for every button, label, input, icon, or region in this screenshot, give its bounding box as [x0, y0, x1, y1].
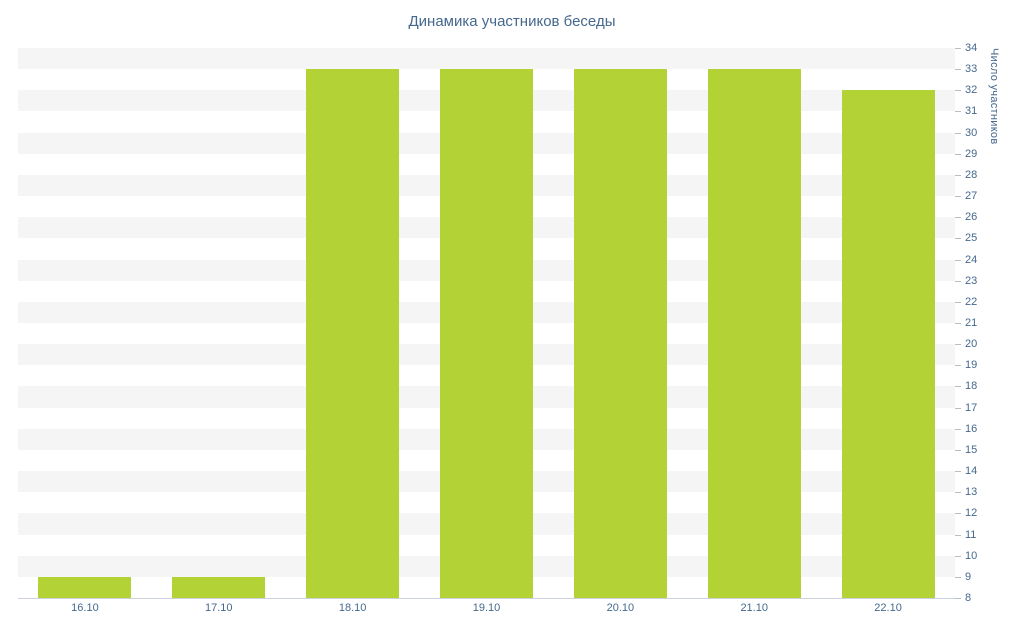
y-tick-label: 33: [965, 63, 978, 76]
y-tick-label: 9: [965, 570, 972, 583]
y-tick-label: 32: [965, 84, 978, 97]
bar-21.10: [707, 69, 801, 598]
y-tick: [955, 301, 961, 303]
y-tick: [955, 280, 961, 282]
y-tick-label: 34: [965, 42, 978, 54]
grid-band: [18, 48, 955, 70]
y-tick-label: 26: [965, 211, 978, 224]
y-tick-label: 17: [965, 401, 978, 414]
bar-20.10: [573, 69, 667, 598]
y-tick-label: 25: [965, 232, 978, 245]
y-tick: [955, 555, 961, 557]
y-tick: [955, 153, 961, 155]
y-tick: [955, 238, 961, 240]
y-tick: [955, 111, 961, 113]
y-axis-title: Число участников: [988, 48, 1000, 145]
y-tick-label: 19: [965, 359, 978, 372]
y-tick: [955, 132, 961, 134]
y-axis: 8 9 10 11 12 13 14 15 16 17 18 19 20 21 22 23 24 25 26 27 28…: [955, 42, 995, 604]
y-tick-label: 31: [965, 105, 978, 118]
y-tick: [955, 196, 961, 198]
y-tick-label: 23: [965, 274, 978, 287]
plot-area: [18, 48, 955, 599]
bar-16.10: [38, 576, 132, 598]
y-tick: [955, 365, 961, 367]
y-tick: [955, 259, 961, 261]
x-tick-label: 19.10: [472, 602, 501, 614]
x-tick-label: 16.10: [71, 602, 99, 614]
x-tick-label: 18.10: [338, 602, 367, 614]
y-tick-label: 27: [965, 190, 978, 203]
y-tick-label: 18: [965, 380, 978, 393]
y-tick-label: 8: [965, 592, 972, 604]
x-tick-label: 20.10: [606, 602, 635, 614]
y-tick-label: 20: [965, 338, 978, 351]
y-tick-label: 28: [965, 168, 978, 181]
chart-title: Динамика участников беседы: [408, 13, 616, 30]
y-tick-label: 16: [965, 422, 978, 435]
y-tick: [955, 407, 961, 409]
y-tick: [955, 513, 961, 515]
y-tick: [955, 492, 961, 494]
y-tick-label: 21: [965, 317, 978, 329]
y-tick-label: 11: [965, 528, 977, 541]
y-tick-label: 30: [965, 126, 978, 139]
bar-17.10: [172, 576, 266, 598]
y-tick: [955, 90, 961, 92]
y-tick-label: 12: [965, 507, 978, 520]
y-tick-label: 22: [965, 295, 978, 308]
y-tick: [955, 323, 961, 324]
y-tick: [955, 534, 961, 536]
y-tick: [955, 449, 961, 451]
y-tick: [955, 217, 961, 219]
y-tick-label: 10: [965, 549, 978, 562]
y-tick-label: 24: [965, 253, 978, 266]
y-tick: [955, 428, 961, 430]
y-tick-label: 14: [965, 465, 978, 478]
y-tick-label: 29: [965, 147, 978, 160]
bar-22.10: [841, 90, 935, 598]
y-tick: [955, 576, 961, 578]
bar-18.10: [306, 69, 400, 598]
bar-19.10: [440, 69, 533, 598]
y-tick: [955, 48, 961, 49]
x-axis: 16.10 17.10 18.10 19.10 20.10 21.10 22.10: [18, 602, 955, 618]
y-tick-label: 13: [965, 486, 978, 499]
x-tick-label: 21.10: [740, 602, 768, 614]
y-tick-label: 15: [965, 443, 978, 456]
y-tick: [955, 386, 961, 388]
y-tick: [955, 471, 961, 473]
y-tick: [955, 598, 961, 599]
y-tick: [955, 69, 961, 71]
x-tick-label: 17.10: [205, 602, 233, 614]
x-tick-label: 22.10: [874, 602, 902, 614]
y-tick: [955, 174, 961, 176]
y-tick: [955, 344, 961, 346]
